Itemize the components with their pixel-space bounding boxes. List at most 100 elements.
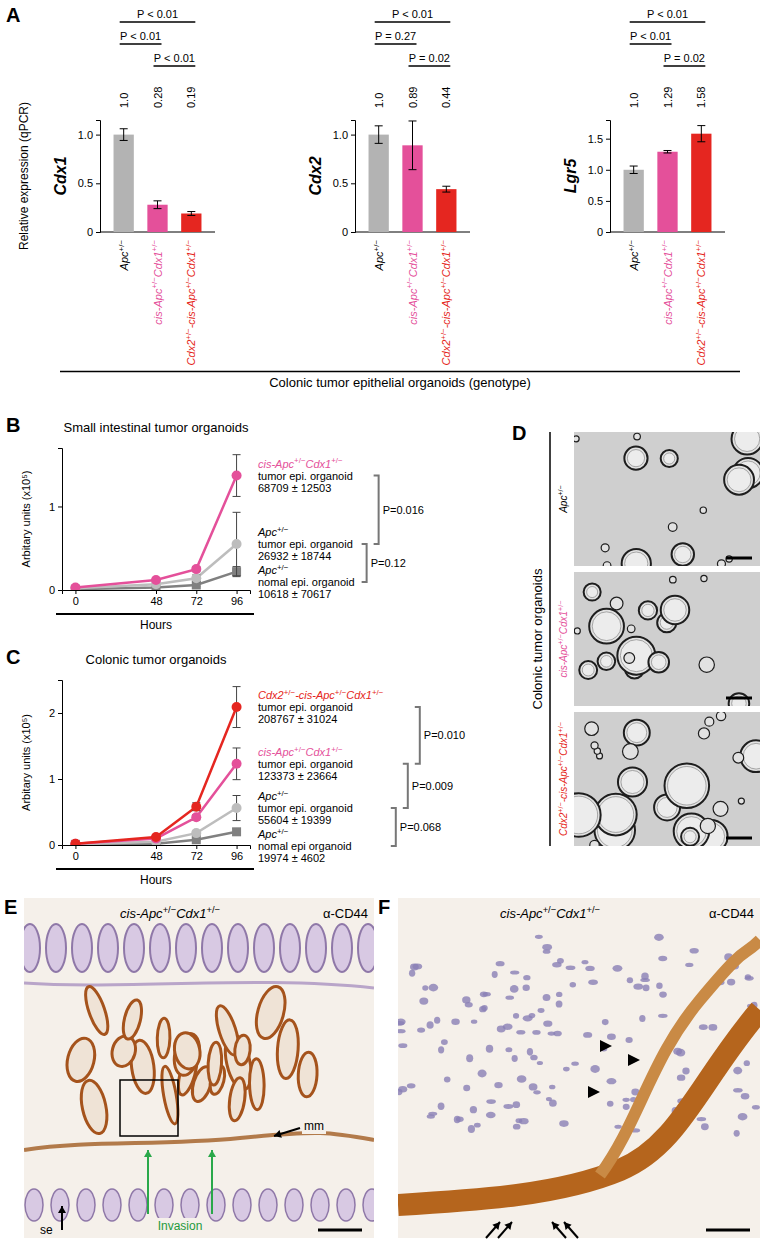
nucleus <box>727 979 735 986</box>
comparison-label: P < 0.01 <box>120 30 161 42</box>
panel-letter: D <box>512 422 526 444</box>
structure-label: se <box>40 1223 53 1237</box>
tick-label: 0 <box>73 850 79 862</box>
text-part: +/− <box>587 905 601 915</box>
text-part: +/− <box>184 240 193 252</box>
comparison-label: P=0.016 <box>383 504 424 516</box>
organoid <box>601 544 609 552</box>
text-part: cis-Apc <box>120 906 163 921</box>
arrow-head <box>208 1150 216 1157</box>
organoid-lumen <box>601 656 613 668</box>
nucleus <box>523 975 530 980</box>
organoid <box>738 798 744 804</box>
text-part: +/− <box>163 905 177 915</box>
gland <box>77 1078 111 1136</box>
organoid <box>622 549 651 566</box>
organoid-lumen <box>582 664 594 676</box>
series-label: cis-Apc+/−Cdx1+/−tumor epi. organoid <box>258 745 353 770</box>
nucleus <box>505 1047 512 1052</box>
nucleus <box>685 963 693 967</box>
series-label: Apc+/−tumor epi. organoid <box>257 525 353 550</box>
tick-label: 0.5 <box>78 177 93 189</box>
y-axis: 00.51.0 <box>333 121 356 239</box>
arrow <box>486 1222 500 1238</box>
nucleus <box>537 1061 543 1065</box>
error-cap <box>697 125 705 126</box>
organoid-lumen <box>675 546 691 562</box>
tick-label: 1.0 <box>78 129 93 141</box>
tick-label: 0 <box>87 226 93 238</box>
tick-label: 0.5 <box>588 195 603 207</box>
axis-line <box>96 121 101 233</box>
annotation: Invasion <box>158 1219 203 1233</box>
organoid-lumen <box>592 612 621 641</box>
tick-label: 0 <box>597 226 603 238</box>
data-label: 1.0 <box>373 93 385 108</box>
marker <box>70 582 80 590</box>
text-part: Cdx2 <box>185 340 197 366</box>
error-bar <box>409 121 417 170</box>
tick: 72 <box>191 590 203 607</box>
marker <box>232 702 242 712</box>
text-part: +/− <box>184 328 193 340</box>
comparison-bracket <box>630 43 672 45</box>
tick: 1.0 <box>333 129 355 141</box>
tick: 96 <box>231 590 243 607</box>
arrowhead <box>588 1086 600 1098</box>
tick-label: 72 <box>191 850 203 862</box>
gland <box>297 1052 318 1098</box>
villus <box>155 1189 173 1221</box>
text-part: +/− <box>660 240 669 252</box>
nucleus <box>480 992 488 998</box>
nucleus <box>462 996 470 1003</box>
nucleus <box>542 944 552 950</box>
nucleus <box>427 1021 434 1029</box>
tick: 0.5 <box>78 177 100 189</box>
row-label: Cdx2+/−-cis-Apc+/−Cdx1+/− <box>556 722 569 836</box>
tick-mark <box>606 139 610 140</box>
tick-mark <box>196 590 197 594</box>
error-cap <box>697 141 705 142</box>
text-part: +/− <box>405 240 414 252</box>
nucleus <box>398 1089 402 1095</box>
organoid <box>624 653 635 664</box>
organoid <box>672 543 694 565</box>
series-line <box>75 764 236 844</box>
marker <box>232 539 242 549</box>
y-axis-title: Relative expression (qPCR) <box>17 102 31 250</box>
tick-mark <box>606 201 610 202</box>
text-part: Cdx1 <box>695 251 707 277</box>
nucleus <box>494 1082 502 1088</box>
nucleus <box>556 992 562 997</box>
gland <box>63 1035 99 1084</box>
nucleus <box>701 1123 709 1130</box>
label-background <box>498 904 602 922</box>
nucleus <box>471 1020 477 1024</box>
category-label: cis-Apc+/−Cdx1+/− <box>405 240 418 325</box>
panel-letter: B <box>6 414 20 436</box>
organoid <box>713 801 728 816</box>
organoid <box>716 712 725 721</box>
villus <box>259 1189 277 1221</box>
organoid <box>732 432 760 455</box>
gland <box>207 1042 223 1086</box>
tick: 1 <box>49 773 62 785</box>
error-cap <box>154 208 162 209</box>
nucleus <box>523 985 530 991</box>
nucleus <box>549 1085 555 1090</box>
organoid-lumen <box>587 587 598 598</box>
nucleus <box>553 1031 561 1037</box>
nucleus <box>398 1029 406 1033</box>
series-label: Apc+/−nomal epi organoid <box>257 827 352 852</box>
villus <box>228 924 248 972</box>
row-label: Apc+/− <box>556 485 569 514</box>
text-part: Cdx2 <box>695 340 707 366</box>
organoid-lumen <box>727 468 751 492</box>
organoid <box>670 576 677 583</box>
text-part: Apc <box>628 251 640 271</box>
text-part: nomal epi. organoid <box>258 576 355 588</box>
series-annotation: 208767 ± 31024 <box>258 713 337 725</box>
marker <box>151 832 161 842</box>
plot-area <box>70 687 241 845</box>
text-part: nomal epi organoid <box>258 840 352 852</box>
